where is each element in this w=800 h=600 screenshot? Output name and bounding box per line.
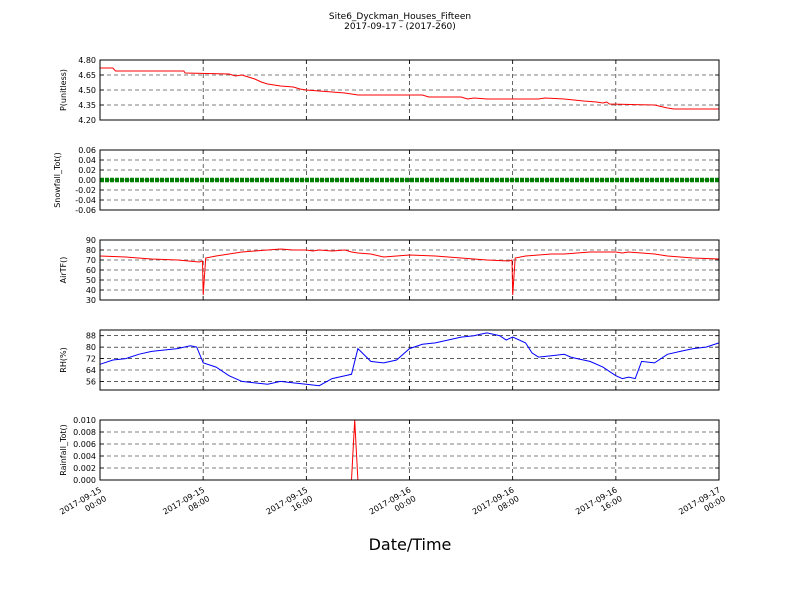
x-tick-label: 2017-09-1700:00 — [677, 485, 727, 525]
y-tick-label: 90 — [86, 236, 96, 245]
y-tick-label: 72 — [86, 355, 96, 364]
y-tick-label: 0.008 — [73, 428, 96, 437]
y-tick-label: 0.006 — [73, 440, 96, 449]
x-tick-label: 2017-09-1608:00 — [471, 485, 521, 525]
y-tick-label: 0.00 — [78, 176, 96, 185]
y-tick-label: 0.004 — [73, 452, 96, 461]
panels: 4.804.654.504.354.20P(unitless)0.060.040… — [53, 56, 720, 485]
panel-frame — [99, 419, 720, 481]
y-tick-label: 0.02 — [78, 166, 96, 175]
y-tick-label: 56 — [86, 377, 96, 386]
x-axis: 2017-09-1500:00 2017-09-1508:00 2017-09-15… — [58, 485, 727, 525]
y-tick-label: 50 — [86, 276, 96, 285]
x-tick-label: 2017-09-1616:00 — [574, 485, 624, 525]
y-tick-label: 0.000 — [73, 476, 96, 485]
y-tick-label: 4.20 — [78, 116, 96, 125]
series-line — [100, 67, 719, 110]
y-tick-label: 4.35 — [78, 101, 96, 110]
y-tick-label: 0.04 — [78, 156, 96, 165]
y-tick-label: -0.04 — [75, 196, 96, 205]
panel-2: 0.060.040.020.00-0.02-0.04-0.06 Snowfall_… — [53, 146, 720, 215]
y-tick-label: 4.80 — [78, 56, 96, 65]
y-tick-label: 64 — [86, 366, 96, 375]
panel-frame — [99, 329, 720, 391]
y-axis-label: Snowfall_Tot() — [53, 152, 62, 208]
x-tick-label: 2017-09-1508:00 — [161, 485, 211, 525]
y-tick-label: 80 — [86, 246, 96, 255]
y-axis-label: AirTF() — [59, 257, 68, 284]
panel-1: 4.80 4.65 4.50 4.35 4.20 P(unitless) — [59, 56, 720, 125]
series-line — [99, 248, 720, 296]
panel-5: 0.010 0.008 0.006 0.004 0.002 0.000 Rainfall_T… — [59, 416, 720, 485]
y-tick-label: -0.02 — [75, 186, 96, 195]
y-tick-label: 0.002 — [73, 464, 96, 473]
y-tick-label: 60 — [86, 266, 96, 275]
y-tick-label: 0.010 — [73, 416, 96, 425]
x-tick-label: 2017-09-1500:00 — [58, 485, 108, 525]
panel-frame — [99, 149, 720, 211]
x-axis-label: Date/Time — [369, 535, 452, 554]
y-tick-label: 88 — [86, 332, 96, 341]
chart-subtitle: 2017-09-17 - (2017-260) — [344, 22, 456, 32]
panel-4: 88 80 72 64 56 RH(%) — [59, 329, 720, 391]
panel-frame — [99, 239, 720, 301]
series-line — [99, 332, 720, 387]
y-tick-label: 30 — [86, 296, 96, 305]
y-tick-label: 70 — [86, 256, 96, 265]
y-axis-label: Rainfall_Tot() — [59, 424, 68, 476]
y-tick-label: 0.06 — [78, 146, 96, 155]
y-tick-label: 40 — [86, 286, 96, 295]
x-tick-label: 2017-09-1516:00 — [265, 485, 315, 525]
y-tick-label: 80 — [86, 343, 96, 352]
y-tick-label: 4.50 — [78, 86, 96, 95]
x-tick-label: 2017-09-1600:00 — [368, 485, 418, 525]
panel-frame — [99, 59, 720, 121]
y-tick-label: -0.06 — [75, 206, 96, 215]
y-axis-label: RH(%) — [59, 347, 68, 372]
y-axis-label: P(unitless) — [59, 69, 68, 111]
y-tick-label: 4.65 — [78, 71, 96, 80]
chart-title: Site6_Dyckman_Houses_Fifteen — [329, 12, 471, 22]
